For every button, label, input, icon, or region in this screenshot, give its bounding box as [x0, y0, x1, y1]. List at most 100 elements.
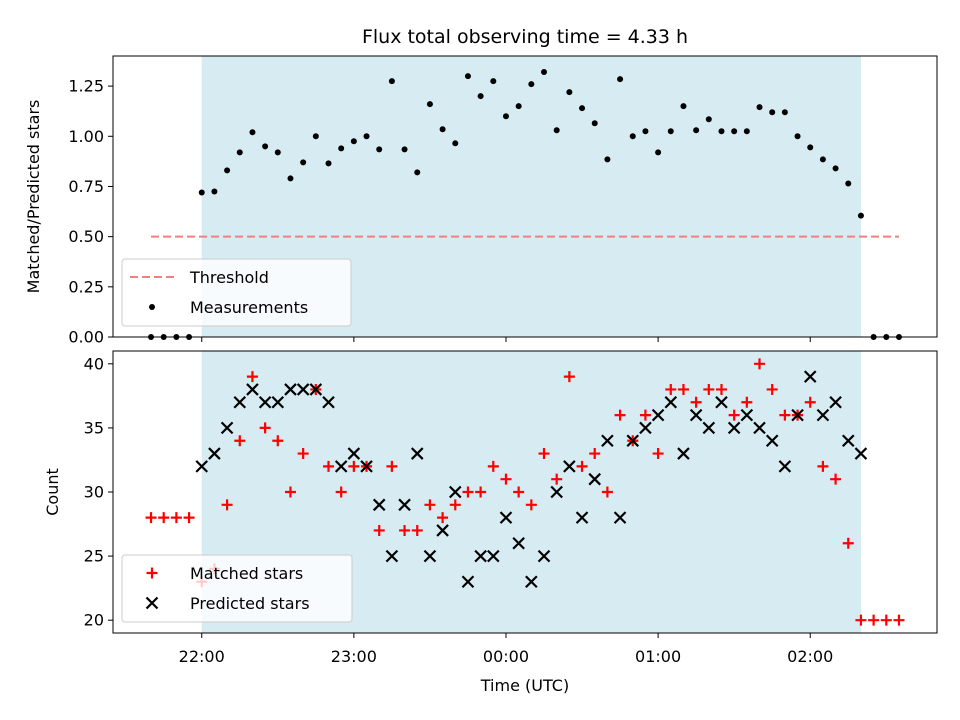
measurement-point: [338, 145, 345, 152]
measurement-point: [287, 175, 294, 182]
legend-measurements-label: Measurements: [190, 298, 308, 317]
bottom-y-axis-label: Count: [43, 468, 62, 516]
measurement-point: [794, 133, 801, 140]
predicted-star-point: [258, 395, 272, 409]
bottom-y-tick-label: 25: [84, 547, 104, 566]
predicted-star-point: [525, 575, 538, 589]
matched-star-point: [221, 499, 233, 511]
bottom-y-tick-label: 30: [84, 483, 104, 502]
matched-star-point: [868, 614, 880, 626]
legend-measurements-swatch: [149, 304, 155, 310]
matched-star-point: [855, 614, 867, 626]
measurement-point: [642, 128, 649, 135]
predicted-star-point: [512, 536, 525, 550]
matched-star-point: [386, 460, 398, 472]
matched-star-point: [183, 512, 195, 524]
predicted-star-point: [220, 421, 234, 435]
legend-box: [121, 554, 353, 623]
legend-box: [121, 258, 352, 327]
predicted-star-point: [474, 549, 487, 563]
predicted-star-point: [322, 395, 335, 409]
matched-star-point: [170, 512, 182, 524]
bottom-x-tick-label: 23:00: [331, 647, 377, 666]
matched-star-point: [158, 512, 170, 524]
top-y-ticks: 0.00 0.25 0.50 0.75 1.00 1.25: [68, 77, 113, 347]
matched-star-point: [639, 409, 651, 421]
measurement-point: [490, 78, 497, 85]
matched-star-point: [576, 460, 588, 472]
bottom-x-ticks: 22:00 23:00 00:00 01:00 02:00: [179, 633, 833, 666]
measurement-point: [769, 109, 776, 116]
predicted-star-point: [715, 395, 728, 409]
matched-star-point: [893, 614, 905, 626]
matched-star-point: [551, 473, 563, 485]
matched-star-point: [487, 460, 499, 472]
measurement-point: [756, 104, 763, 111]
predicted-star-point: [208, 447, 221, 460]
measurement-point: [363, 133, 370, 140]
matched-star-point: [741, 396, 753, 408]
top-y-tick-label: 0.25: [68, 277, 104, 296]
measurement-point: [262, 143, 269, 150]
top-legend: Threshold Measurements: [121, 258, 352, 327]
predicted-star-point: [436, 524, 449, 537]
predicted-star-point: [841, 434, 855, 448]
measurement-point: [731, 128, 738, 135]
predicted-star-point: [626, 434, 640, 448]
predicted-star-point: [309, 383, 323, 396]
bottom-legend: Matched stars Predicted stars: [121, 554, 353, 623]
predicted-star-point: [816, 408, 830, 422]
predicted-star-point: [651, 408, 665, 422]
measurement-point: [591, 120, 598, 127]
matched-star-point: [614, 409, 626, 421]
matched-star-point: [589, 448, 601, 460]
predicted-star-point: [360, 460, 373, 473]
matched-star-point: [830, 473, 842, 485]
measurement-point: [617, 76, 624, 83]
predicted-star-point: [487, 549, 500, 563]
predicted-star-point: [664, 395, 678, 409]
predicted-star-point: [588, 472, 602, 486]
matched-star-point: [272, 435, 284, 447]
matched-star-point: [348, 460, 360, 472]
measurement-point: [857, 212, 864, 219]
top-data-layer: [148, 69, 902, 340]
matched-star-point: [246, 371, 258, 383]
matched-star-point: [234, 435, 246, 447]
predicted-star-point: [334, 460, 348, 473]
matched-star-point: [437, 512, 449, 524]
measurement-point: [515, 103, 522, 110]
matched-star-point: [297, 448, 309, 460]
predicted-star-point: [613, 511, 627, 524]
predicted-star-point: [195, 460, 209, 473]
measurement-point: [655, 149, 662, 156]
top-x-ticks: [201, 337, 811, 342]
predicted-star-point: [803, 370, 817, 383]
measurement-point: [426, 101, 433, 108]
matched-star-point: [728, 409, 740, 421]
predicted-star-point: [233, 395, 247, 409]
measurement-point: [781, 109, 788, 116]
predicted-star-point: [372, 498, 386, 512]
legend-threshold-label: Threshold: [189, 268, 269, 287]
bottom-panel: 20 25 30 35 40 22:00 23:00 00:00 01:00 02:00 Cou…: [43, 350, 938, 695]
predicted-star-point: [296, 383, 310, 396]
measurement-point: [705, 116, 712, 123]
matched-star-point: [601, 486, 613, 498]
measurement-point: [312, 133, 319, 140]
matched-star-point: [424, 499, 436, 511]
measurement-point: [566, 89, 573, 96]
matched-star-point: [323, 460, 335, 472]
matched-star-point: [652, 448, 664, 460]
matched-star-point: [373, 524, 385, 536]
matched-star-point: [703, 383, 715, 395]
matched-star-point: [804, 396, 816, 408]
predicted-star-point: [765, 434, 779, 448]
predicted-star-point: [740, 408, 754, 422]
predicted-star-point: [778, 460, 792, 473]
top-y-tick-label: 1.00: [68, 127, 104, 146]
predicted-star-point: [753, 421, 766, 435]
measurement-point: [464, 73, 471, 80]
matched-star-point: [754, 358, 766, 370]
